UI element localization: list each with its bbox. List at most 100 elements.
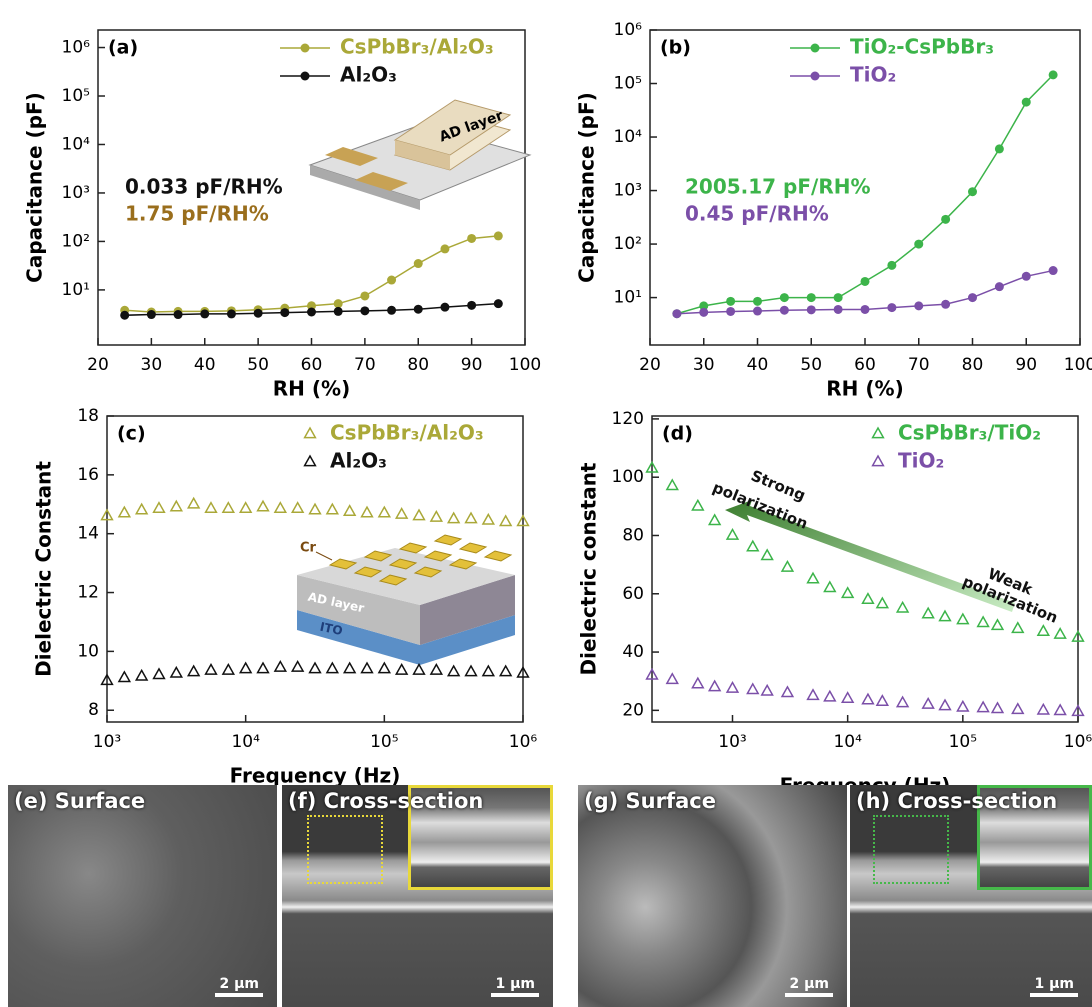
point	[500, 516, 511, 526]
point	[360, 306, 369, 315]
point	[307, 308, 316, 317]
panel-label: (f) Cross-section	[288, 789, 483, 813]
point	[863, 694, 874, 704]
point	[747, 684, 758, 694]
x-tick-label: 40	[194, 355, 216, 375]
point	[780, 293, 789, 302]
point	[258, 501, 269, 511]
panel-label: (b)	[660, 37, 691, 59]
point	[957, 614, 968, 624]
y-tick-label: 10⁶	[62, 38, 91, 58]
point	[119, 507, 130, 517]
point	[240, 663, 251, 673]
point	[709, 515, 720, 525]
point	[414, 510, 425, 520]
point	[887, 261, 896, 270]
point	[877, 696, 888, 706]
x-tick-label: 20	[639, 355, 661, 375]
point	[483, 514, 494, 524]
point	[1055, 705, 1066, 715]
point	[136, 504, 147, 514]
point	[968, 293, 977, 302]
x-axis-title: RH (%)	[273, 377, 350, 401]
point	[995, 282, 1004, 291]
y-tick-label: 120	[612, 409, 644, 429]
point	[709, 681, 720, 691]
page: {"chart_data":[ {"type":"line","panel_la…	[0, 0, 1092, 1007]
legend-label: CsPbBr₃/Al₂O₃	[340, 35, 494, 59]
point	[940, 611, 951, 621]
x-tick-label: 40	[747, 355, 769, 375]
point	[223, 503, 234, 513]
y-tick-label: 10⁶	[614, 20, 643, 40]
point	[726, 297, 735, 306]
point	[344, 506, 355, 516]
y-tick-label: 10⁵	[614, 74, 642, 94]
y-tick-label: 16	[77, 465, 99, 485]
point	[494, 299, 503, 308]
point	[762, 550, 773, 560]
point	[136, 670, 147, 680]
point	[753, 297, 762, 306]
x-tick-label: 10⁶	[509, 732, 538, 752]
point	[440, 303, 449, 312]
panel-label: (a)	[108, 37, 138, 59]
x-tick-label: 100	[1064, 355, 1092, 375]
x-axis-title: RH (%)	[826, 377, 903, 401]
point	[200, 309, 209, 318]
y-axis-title: Capacitance (pF)	[23, 92, 47, 283]
point	[483, 666, 494, 676]
point	[466, 513, 477, 523]
point	[500, 666, 511, 676]
point	[1012, 704, 1023, 714]
point	[692, 678, 703, 688]
point	[292, 503, 303, 513]
y-tick-label: 10³	[614, 181, 642, 201]
point	[431, 512, 442, 522]
point	[897, 602, 908, 612]
point	[171, 501, 182, 511]
scale-bar: 2 μm	[215, 976, 263, 997]
inset-label: Cr	[300, 541, 317, 556]
y-tick-label: 100	[612, 467, 644, 487]
point	[807, 293, 816, 302]
point	[467, 301, 476, 310]
x-tick-label: 60	[854, 355, 876, 375]
point	[227, 309, 236, 318]
point	[174, 310, 183, 319]
point	[310, 504, 321, 514]
point	[887, 303, 896, 312]
figure: 203040506070809010010¹10²10³10⁴10⁵10⁶RH …	[0, 0, 1092, 1007]
y-axis-title: Dielectric constant	[577, 462, 601, 675]
x-tick-label: 20	[87, 355, 109, 375]
point	[171, 667, 182, 677]
point	[782, 562, 793, 572]
point	[863, 594, 874, 604]
point	[147, 310, 156, 319]
point	[699, 308, 708, 317]
x-tick-label: 100	[509, 355, 541, 375]
point	[360, 291, 369, 300]
scale-bar: 1 μm	[1030, 976, 1078, 997]
plot-frame	[652, 416, 1078, 722]
x-tick-label: 70	[354, 355, 376, 375]
zoom-region	[307, 815, 383, 884]
x-tick-label: 10³	[718, 732, 746, 752]
point	[292, 662, 303, 672]
legend-label: CsPbBr₃/TiO₂	[898, 421, 1041, 445]
point	[387, 276, 396, 285]
point	[762, 685, 773, 695]
cr-pad	[485, 551, 511, 561]
point	[396, 509, 407, 519]
panel-label: (c)	[117, 423, 146, 445]
legend-label: TiO₂-CsPbBr₃	[850, 35, 994, 59]
point	[808, 573, 819, 583]
x-tick-label: 70	[908, 355, 930, 375]
point	[206, 503, 217, 513]
point	[978, 617, 989, 627]
x-axis-title: Frequency (Hz)	[230, 764, 401, 786]
point	[824, 582, 835, 592]
scale-bar: 2 μm	[785, 976, 833, 997]
panel-label: (e) Surface	[14, 789, 145, 813]
